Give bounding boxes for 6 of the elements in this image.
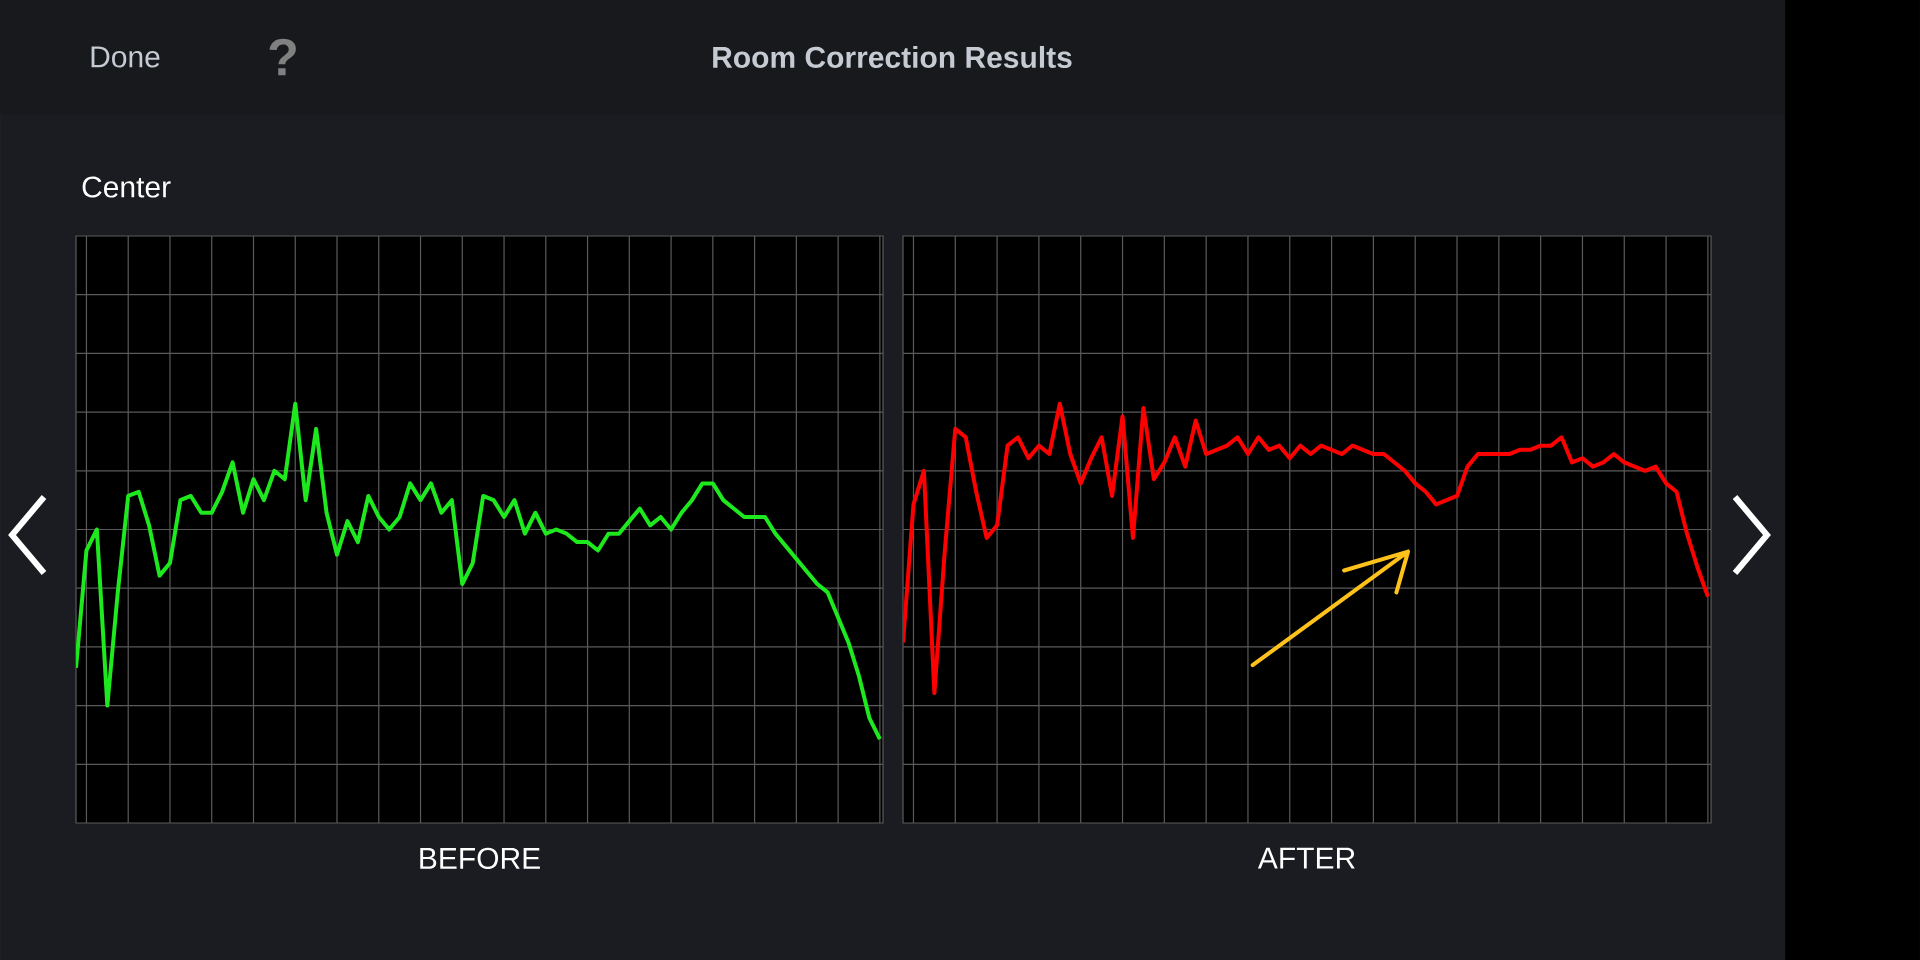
text: Done xyxy=(91,46,160,68)
x-axis-title: AFTER xyxy=(1257,847,1355,869)
x-axis-title: BEFORE xyxy=(420,847,540,870)
text: Room Correction Results xyxy=(713,45,1072,69)
text: ? xyxy=(269,38,296,76)
text: Center xyxy=(82,176,171,198)
